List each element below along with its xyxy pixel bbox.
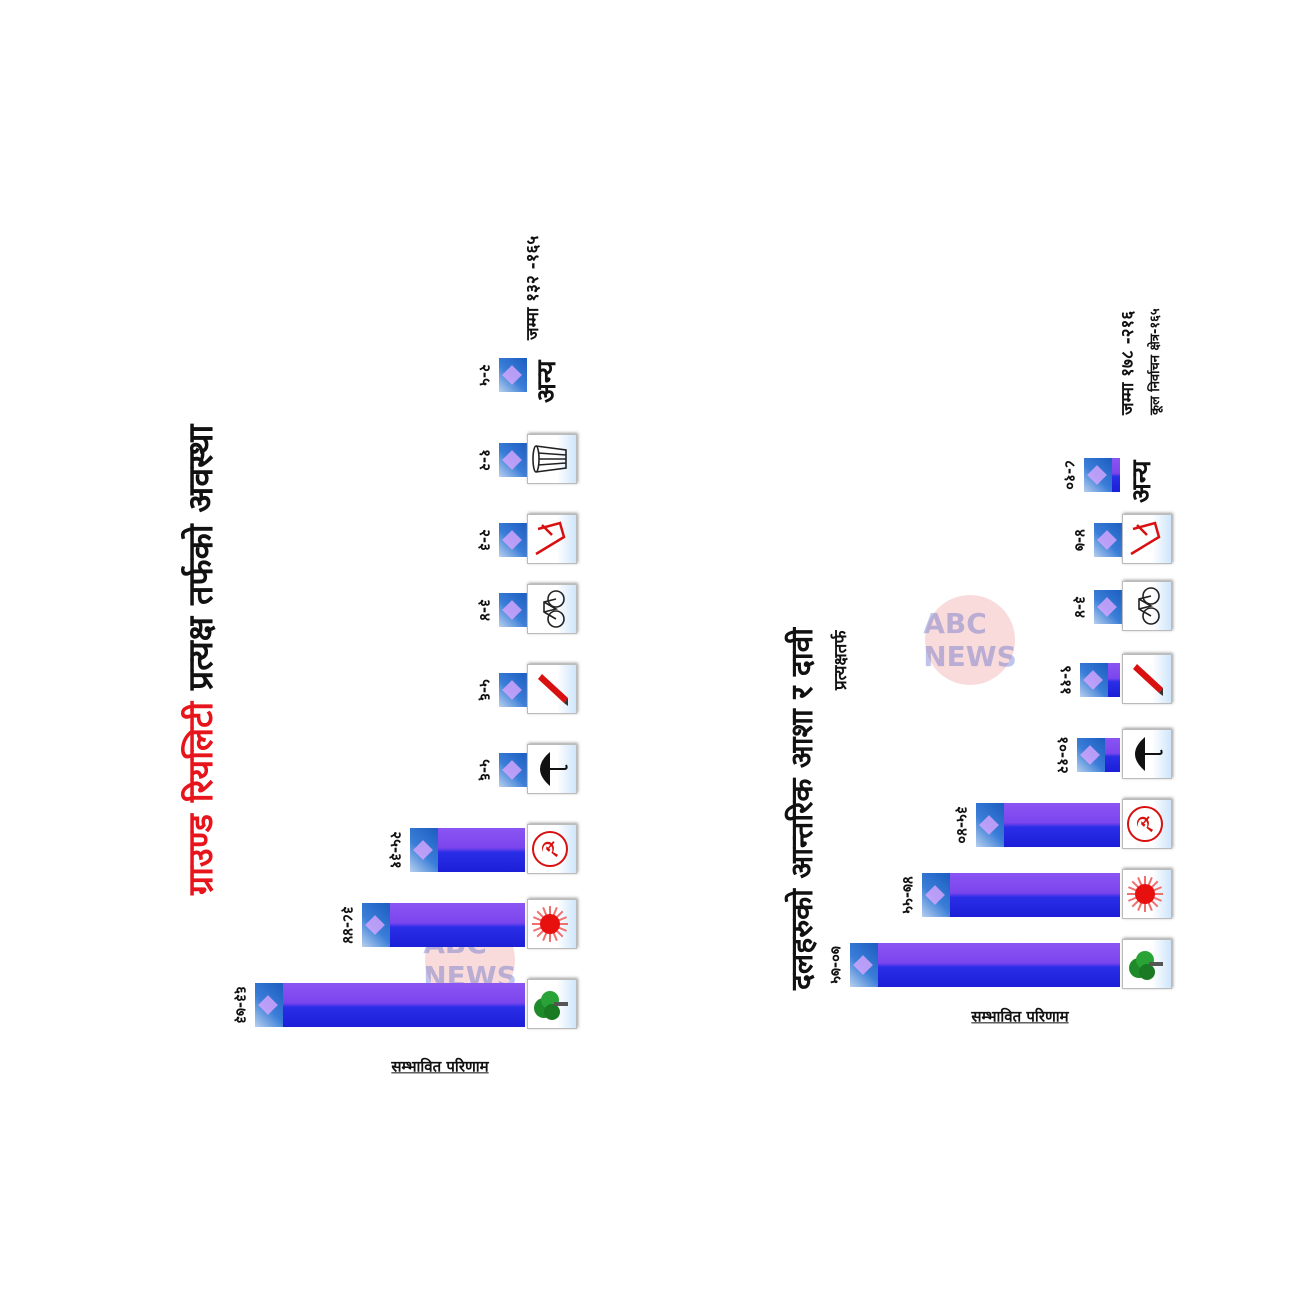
bar-tree <box>850 943 1120 987</box>
plough-symbol-box <box>1122 514 1172 564</box>
pen-icon <box>530 669 574 709</box>
sun-symbol-box <box>1122 869 1172 919</box>
tree-symbol-box <box>527 979 577 1029</box>
glass-icon <box>530 439 574 479</box>
bar-plough <box>1094 523 1122 557</box>
tree-icon <box>530 984 574 1024</box>
hammer-sickle-icon: ☭ <box>530 829 574 869</box>
svg-text:☭: ☭ <box>1134 814 1159 834</box>
bicycle-symbol-box <box>527 584 577 634</box>
bar-pen <box>1080 663 1120 697</box>
bar-value-label: ९-११ <box>1057 665 1076 695</box>
hammer-sickle-symbol-box: ☭ <box>527 824 577 874</box>
pen-icon <box>1125 659 1169 699</box>
plough-icon <box>530 519 574 559</box>
bar-value-label: ८-१० <box>1061 460 1079 490</box>
bar-cap <box>1084 458 1112 492</box>
sun-icon <box>530 904 574 944</box>
plough-symbol-box <box>527 514 577 564</box>
bar-cap <box>922 873 950 917</box>
total-note: कूल निर्वाचन क्षेत्र-१६५ <box>1148 308 1163 415</box>
svg-text:☭: ☭ <box>539 839 564 859</box>
bar-cap <box>1094 523 1122 557</box>
umbrella-icon <box>530 749 574 789</box>
bar-front <box>1106 663 1120 697</box>
bar-bicycle <box>1094 590 1122 624</box>
bar-sun <box>922 873 1120 917</box>
bar-cap <box>1080 663 1109 697</box>
bicycle-symbol-box <box>1122 581 1172 631</box>
caption-label: सम्भावित परिणाम <box>971 1007 1069 1026</box>
bar-cap <box>1076 738 1105 772</box>
pen-symbol-box <box>527 664 577 714</box>
umbrella-symbol-box <box>527 744 577 794</box>
plough-icon <box>1125 519 1169 559</box>
bar-front <box>1002 803 1120 847</box>
bar-other <box>1084 458 1120 492</box>
pen-symbol-box <box>1122 654 1172 704</box>
bar-cap <box>1094 590 1122 624</box>
bar-front <box>876 943 1120 987</box>
bar-value-label: ७०-७५ <box>827 946 845 984</box>
umbrella-icon <box>1125 734 1169 774</box>
bicycle-icon <box>1125 586 1169 626</box>
umbrella-symbol-box <box>1122 729 1172 779</box>
bar-hammer-sickle <box>976 803 1120 847</box>
sun-icon <box>1125 874 1169 914</box>
bar-front <box>948 873 1120 917</box>
bar-value-label: १०-१२ <box>1053 736 1072 774</box>
bar-umbrella <box>1076 738 1120 772</box>
glass-symbol-box <box>527 434 577 484</box>
bar-value-label: ३५-४० <box>953 806 971 844</box>
bar-cap <box>976 803 1004 847</box>
hammer-sickle-symbol-box: ☭ <box>1122 799 1172 849</box>
tree-icon <box>1125 944 1169 984</box>
bicycle-icon <box>530 589 574 629</box>
bar-value-label: ४७-५५ <box>899 876 917 914</box>
other-label: अन्य <box>1127 460 1157 503</box>
hammer-sickle-icon: ☭ <box>1125 804 1169 844</box>
total-label: जम्मा १७८ -२१६ <box>1118 310 1138 415</box>
bar-cap <box>850 943 878 987</box>
tree-symbol-box <box>1122 939 1172 989</box>
sun-symbol-box <box>527 899 577 949</box>
bar-front <box>1102 738 1120 772</box>
